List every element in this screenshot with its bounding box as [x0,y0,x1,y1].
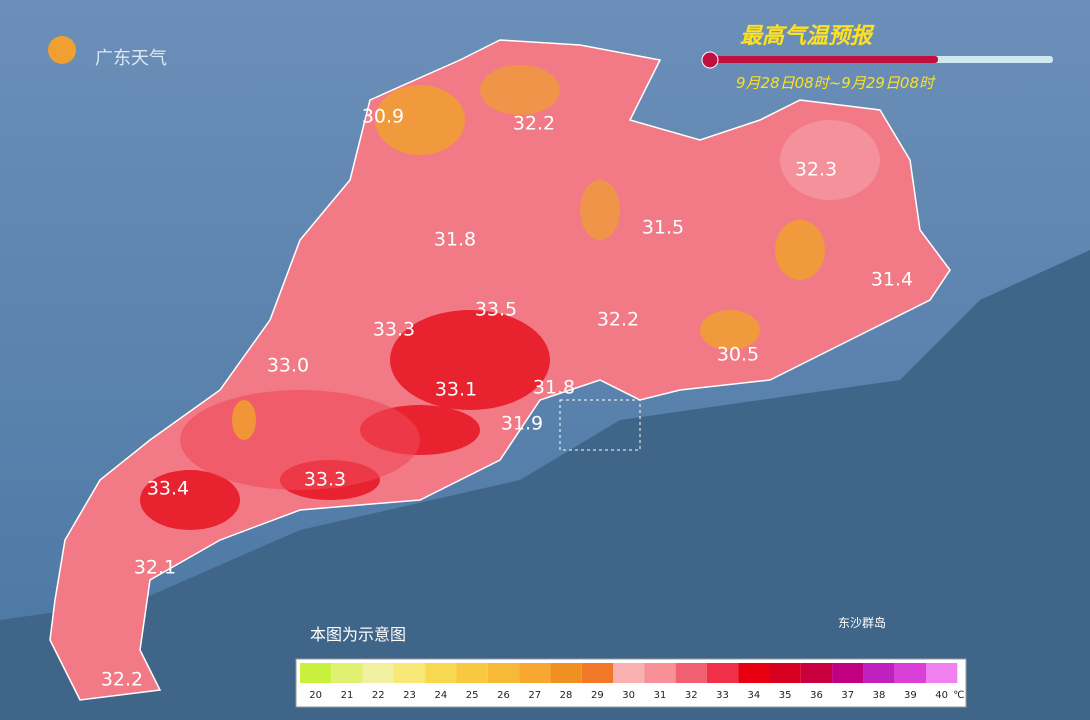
legend-swatch [519,663,551,683]
legend-swatch [644,663,676,683]
dynamic: 30.9 32.2 32.3 31.5 31.8 31.4 33.5 32.2 33.3 30.5… [101,106,965,702]
legend-swatch [706,663,739,683]
legend-swatch [613,663,645,683]
legend-swatch [487,663,520,683]
temp-label: 32.2 [597,309,639,331]
title-bar-dot [701,51,719,69]
temp-label: 32.2 [101,669,143,691]
legend-label: 40 [935,690,948,701]
temp-label: 31.4 [871,269,913,291]
temp-label: 33.0 [267,355,309,377]
legend-swatch [300,663,332,683]
temp-label: 33.3 [373,319,415,341]
legend-label: 33 [716,690,729,701]
legend-swatch [362,663,394,683]
legend-label: 36 [810,690,823,701]
hot-zones [140,65,880,530]
legend-label: 34 [747,690,760,701]
legend-swatch [926,663,958,683]
temp-label: 32.3 [795,159,837,181]
legend-swatch [675,663,707,683]
legend-swatch [738,663,770,683]
legend-label: 23 [403,690,416,701]
logo-text: 广东天气 [95,48,167,69]
legend-label: 20 [309,690,322,701]
title-bar-fill [708,56,938,63]
legend-swatch [769,663,801,683]
temp-label: 33.3 [304,469,346,491]
legend-label: 35 [779,690,792,701]
legend-label: 26 [497,690,510,701]
legend-label: 21 [341,690,354,701]
legend-swatch [425,663,457,683]
legend-label: 30 [622,690,635,701]
islands: 东沙群岛 [838,615,886,630]
temp-label: 33.4 [147,478,189,500]
legend-label: 38 [873,690,886,701]
temp-label: 31.5 [642,217,684,239]
note: 本图为示意图 [310,625,406,644]
legend-label: 24 [434,690,447,701]
temp-label: 33.1 [435,379,477,401]
temp-label: 33.5 [475,299,517,321]
legend-label: 29 [591,690,604,701]
legend-label: 32 [685,690,698,701]
legend-unit: ℃ [953,690,964,701]
legend-label: 25 [466,690,479,701]
temp-label: 30.5 [717,344,759,366]
title: 最高气温预报 [740,23,875,49]
hk-macau-box [559,399,641,451]
legend-label: 31 [654,690,667,701]
legend-swatch [832,663,864,683]
legend-label: 22 [372,690,385,701]
legend-swatch [800,663,833,683]
legend-swatch [456,663,488,683]
temp-label: 32.2 [513,113,555,135]
legend-swatch [581,663,613,683]
legend-label: 28 [560,690,573,701]
legend-swatch [331,663,363,683]
legend-swatch [894,663,926,683]
legend-label: 37 [841,690,854,701]
legend-swatch [550,663,582,683]
logo-icon [48,36,76,64]
watermark: @广东天气 [500,681,600,705]
temp-label: 31.8 [533,377,575,399]
legend-label: 27 [528,690,541,701]
subtitle: 9月28日08时~9月29日08时 [736,74,936,92]
temp-label: 32.1 [134,557,176,579]
temp-label: 31.9 [501,413,543,435]
legend-swatch [393,663,426,683]
temp-label: 31.8 [434,229,476,251]
legend-label: 39 [904,690,917,701]
legend-swatch [863,663,895,683]
temp-label: 30.9 [362,106,404,128]
